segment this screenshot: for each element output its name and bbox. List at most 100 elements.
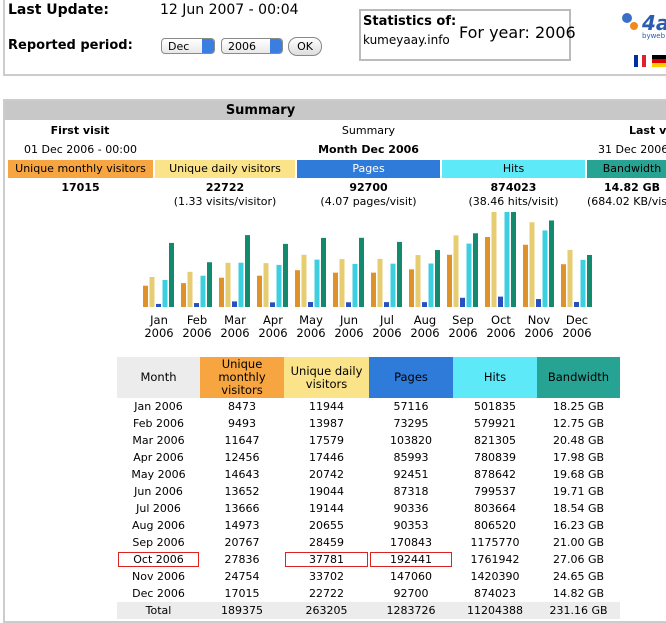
- summary-note: (1.33 visits/visitor): [173, 195, 277, 208]
- month-cell: Jul 2006: [136, 502, 181, 515]
- header-frame: [3, 0, 666, 76]
- bar: [276, 264, 282, 307]
- bar: [162, 279, 168, 307]
- x-tick-label: Jan 2006: [144, 313, 174, 340]
- x-tick-label: May 2006: [296, 313, 326, 340]
- label: Reported period:: [8, 38, 133, 53]
- total-label: Total: [145, 604, 172, 617]
- bar: [485, 237, 490, 307]
- bar: [200, 275, 206, 307]
- total-row: Total 189375 263205 1283726 11204388 231.16 G…: [117, 602, 620, 619]
- value-cell: 12456: [224, 451, 260, 464]
- label: Last visit: [629, 124, 666, 137]
- row: Feb 2006 9493 13987 73295 579921 12.75 GB: [117, 415, 620, 432]
- bar: [447, 254, 452, 307]
- value-cell: 17015: [224, 587, 260, 600]
- value-cell: 821305: [474, 434, 516, 447]
- row: Apr 2006 12456 17446 85993 780839 17.98 GB: [117, 449, 620, 466]
- bar: [397, 241, 402, 307]
- value-cell: 20742: [309, 468, 344, 481]
- value-cell: 85993: [393, 451, 429, 464]
- header-cell: Month: [117, 357, 200, 398]
- summary-value: 17015: [61, 181, 100, 194]
- value-cell: 878642: [474, 468, 516, 481]
- value-cell: 20767: [224, 536, 260, 549]
- bar: [301, 254, 307, 307]
- total-cell: 263205: [305, 604, 348, 617]
- x-tick-label: Jun 2006: [334, 313, 364, 340]
- value-cell: 13666: [224, 502, 260, 515]
- month-cell: Nov 2006: [132, 570, 185, 583]
- value-cell: 579921: [474, 417, 516, 430]
- bar: [587, 254, 592, 307]
- bar: [352, 263, 358, 307]
- chart: [143, 212, 592, 307]
- bar: [549, 220, 554, 307]
- month-cell: Sep 2006: [132, 536, 185, 549]
- row: Mar 2006 11647 17579 103820 821305 20.48 GB: [117, 432, 620, 449]
- value-cell: 24.65 GB: [552, 570, 605, 583]
- bar: [232, 301, 237, 307]
- value-cell: 92451: [393, 468, 429, 481]
- value-cell: 12.75 GB: [552, 417, 605, 430]
- bar: [536, 299, 541, 307]
- value-cell: 11944: [309, 400, 344, 413]
- value-cell: 9493: [228, 417, 256, 430]
- value-cell: 799537: [474, 485, 516, 498]
- x-tick-label: Jul 2006: [372, 313, 402, 340]
- value-cell: 73295: [393, 417, 429, 430]
- value-cell: 19044: [309, 485, 344, 498]
- month-select[interactable]: Dec: [161, 38, 215, 54]
- bar: [187, 271, 193, 307]
- year-select[interactable]: 2006: [221, 38, 283, 54]
- x-tick-label: Dec 2006: [562, 313, 592, 340]
- row: Oct 2006 27836 37781 192441 1761942 27.06 GB: [117, 551, 620, 568]
- summary-value: 92700: [349, 181, 388, 194]
- bar: [453, 235, 459, 307]
- value-cell: 11647: [224, 434, 260, 447]
- value-cell: 192441: [369, 551, 453, 568]
- bar: [561, 264, 566, 307]
- logo-sub: byweb: [642, 32, 666, 40]
- month-cell: Dec 2006: [132, 587, 185, 600]
- bar: [390, 263, 396, 307]
- bar: [263, 263, 269, 307]
- bar: [270, 302, 275, 307]
- value-cell: 57116: [393, 400, 429, 413]
- row: Jan 2006 8473 11944 57116 501835 18.25 GB: [117, 398, 620, 415]
- site: kumeyaay.info: [363, 33, 450, 47]
- summary-header: Unique monthly visitors: [8, 160, 153, 178]
- month-cell: Mar 2006: [132, 434, 185, 447]
- ok-button[interactable]: OK: [288, 37, 322, 56]
- row: Aug 2006 14973 20655 90353 806520 16.23 GB: [117, 517, 620, 534]
- value-cell: 780839: [474, 451, 516, 464]
- first-visit: 01 Dec 2006 - 00:00: [24, 143, 137, 156]
- bar: [466, 243, 472, 307]
- month-cell: Oct 2006: [117, 551, 200, 568]
- bar: [314, 259, 320, 307]
- value-cell: 806520: [474, 519, 516, 532]
- value-cell: 17579: [309, 434, 344, 447]
- x-tick-label: Oct 2006: [486, 313, 516, 340]
- value-cell: 18.25 GB: [552, 400, 605, 413]
- bar: [422, 302, 427, 307]
- bar: [491, 212, 497, 307]
- bar: [384, 302, 389, 307]
- value-cell: 24754: [224, 570, 260, 583]
- label: First visit: [50, 124, 110, 137]
- value-cell: 20.48 GB: [552, 434, 605, 447]
- bar: [359, 237, 364, 307]
- bar: [219, 277, 224, 307]
- value-cell: 18.54 GB: [552, 502, 605, 515]
- value-cell: 17446: [309, 451, 344, 464]
- value-cell: 27836: [224, 553, 260, 566]
- x-tick-label: Sep 2006: [448, 313, 478, 340]
- value-cell: 147060: [390, 570, 432, 583]
- bar: [504, 212, 510, 307]
- summary-note: (38.46 hits/visit): [468, 195, 559, 208]
- value-cell: 103820: [390, 434, 432, 447]
- bar: [435, 250, 440, 307]
- bar: [428, 263, 434, 307]
- bar: [567, 249, 573, 307]
- value-cell: 19144: [309, 502, 344, 515]
